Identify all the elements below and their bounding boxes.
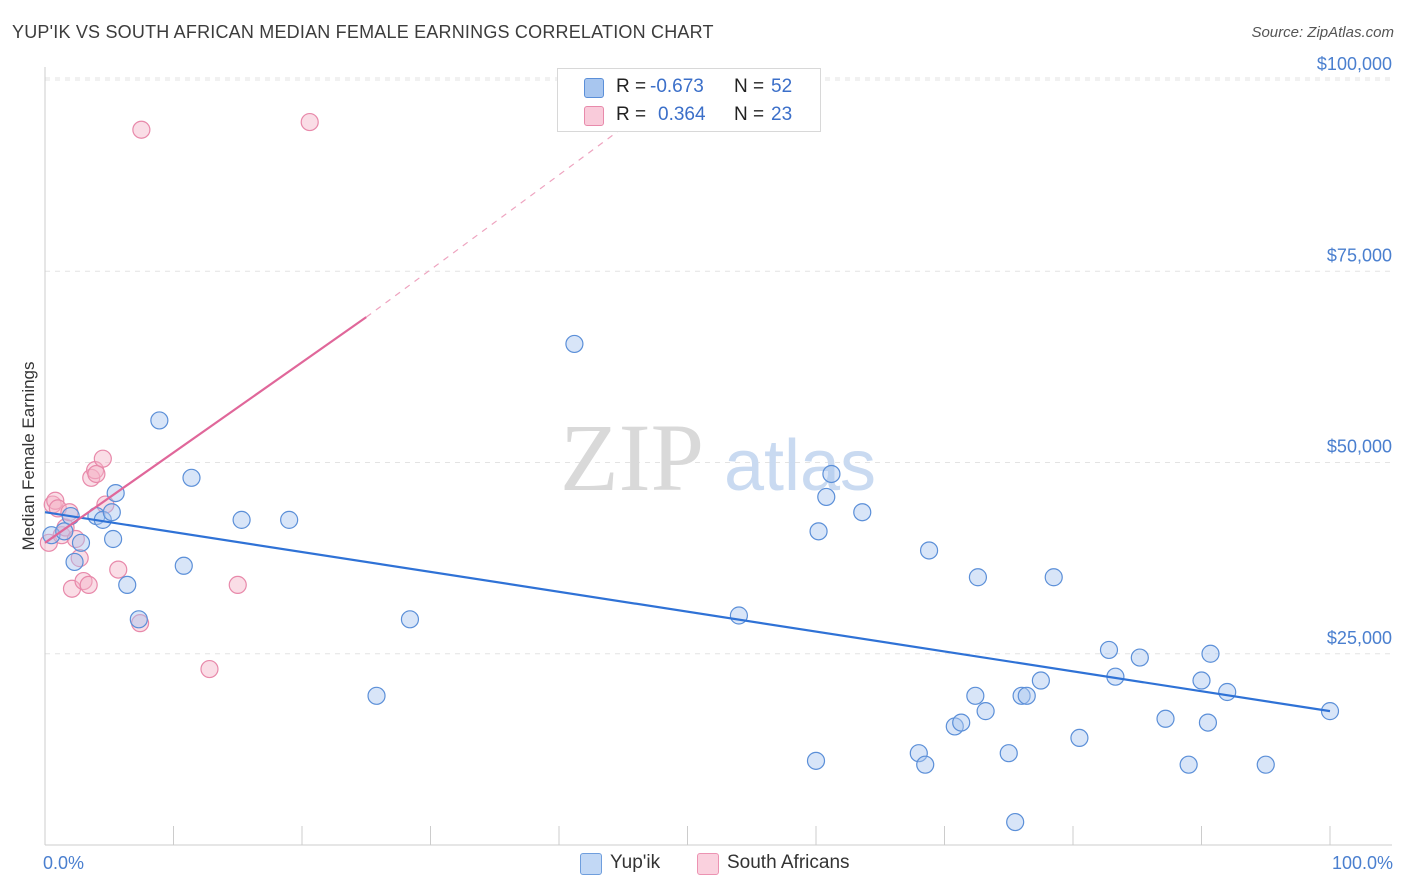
yupik-point (966, 686, 985, 705)
legend-r-label: R = (616, 76, 647, 97)
x-tick-label-max: 100.0% (1332, 853, 1393, 873)
yupik-point (1130, 648, 1149, 667)
tick-labels: $25,000 $50,000 $75,000 $100,000 0.0% 100.0% (43, 54, 1393, 873)
watermark-zip: ZIP (560, 404, 704, 511)
yupik-point (806, 751, 826, 770)
south-africans-point (132, 120, 151, 139)
yupik-point (367, 686, 386, 705)
yupik-point (118, 575, 137, 595)
south-africans-trend-line (44, 316, 367, 544)
yupik-point (976, 702, 995, 721)
yupik-point (71, 533, 91, 552)
yupik-point (1006, 812, 1025, 832)
south-africans-point (200, 659, 219, 679)
yupik-point (968, 568, 988, 587)
yupik-point (1156, 709, 1175, 728)
yupik-point (919, 541, 939, 560)
legend-row-yupik: R = -0.673 N = 52 (558, 74, 820, 100)
yupik-point (400, 610, 420, 629)
yupik-point (1192, 671, 1211, 690)
yupik-point (65, 552, 84, 572)
yupik-point (853, 503, 872, 522)
yupik-point (1099, 640, 1119, 660)
south-africans-point (300, 112, 319, 132)
yupik-point (1201, 644, 1220, 663)
yupik-point (817, 487, 836, 507)
yupik-point (1218, 682, 1237, 702)
grid-lines (45, 77, 1392, 655)
yupik-point (1198, 713, 1218, 732)
yupik-point (174, 556, 193, 575)
yupik-point (1012, 686, 1031, 705)
bottom-legend-label-yupik: Yup'ik (610, 852, 661, 873)
yupik-point (1044, 568, 1063, 587)
yupik-point (104, 529, 123, 549)
south-africans-point (87, 464, 106, 484)
y-axis-label: Median Female Earnings (19, 362, 38, 551)
chart-title: YUP'IK VS SOUTH AFRICAN MEDIAN FEMALE EA… (12, 22, 714, 42)
yupik-point (1256, 755, 1275, 774)
yupik-point (1017, 686, 1036, 705)
yupik-point (999, 744, 1018, 763)
legend-row-south-africans: R = 0.364 N = 23 (558, 102, 820, 128)
yupik-point (909, 744, 928, 763)
yupik-point (916, 755, 935, 774)
y-tick-label: $100,000 (1317, 54, 1392, 74)
y-tick-label: $50,000 (1327, 437, 1392, 457)
legend-swatch-yupik (584, 78, 604, 98)
south-africans-point (228, 575, 247, 595)
yupik-point (1070, 728, 1089, 748)
legend-n-label: N = (734, 76, 765, 97)
south-africans-point (93, 449, 112, 468)
bottom-legend-swatch-south-africans (697, 853, 719, 875)
yupik-point (129, 610, 148, 629)
south-africans-point (79, 575, 98, 595)
legend-swatch-south-africans (584, 106, 604, 126)
source-label: Source: ZipAtlas.com (1251, 24, 1394, 41)
south-africans-point (109, 560, 128, 579)
yupik-point (1179, 755, 1198, 774)
yupik-point (822, 464, 841, 484)
yupik-point (565, 334, 584, 354)
yupik-point (952, 713, 971, 732)
bottom-legend-swatch-yupik (580, 853, 602, 875)
south-africans-points (39, 112, 319, 679)
watermark-atlas: atlas (724, 426, 876, 506)
trend-lines (44, 79, 1331, 713)
yupik-point (280, 510, 299, 529)
yupik-point (102, 503, 121, 522)
bottom-legend-label-south-africans: South Africans (727, 852, 850, 873)
legend-r-value: -0.673 (650, 76, 704, 97)
legend-n-label: N = (734, 104, 765, 125)
y-tick-label: $75,000 (1327, 245, 1392, 265)
x-tick-label-min: 0.0% (43, 853, 84, 873)
yupik-trend-line (44, 511, 1331, 713)
legend-n-value: 23 (771, 104, 793, 125)
legend-r-value: 0.364 (658, 104, 706, 125)
yupik-point (1031, 671, 1050, 690)
yupik-point (232, 510, 251, 529)
legend-r-label: R = (616, 104, 647, 125)
yupik-point (182, 468, 201, 487)
yupik-point (809, 522, 828, 541)
correlation-legend: R = -0.673 N = 52 R = 0.364 N = 23 (557, 68, 821, 132)
yupik-point (150, 411, 169, 430)
legend-n-value: 52 (771, 76, 793, 97)
watermark: ZIP atlas (560, 404, 876, 511)
axes (44, 67, 1392, 846)
y-tick-label: $25,000 (1327, 628, 1392, 648)
